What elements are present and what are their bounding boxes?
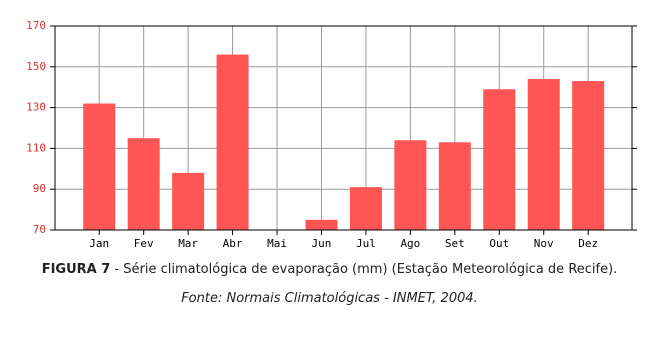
x-tick-label: Out <box>489 237 509 250</box>
bar <box>127 138 160 230</box>
plot-frame <box>54 25 633 231</box>
x-tick-label: Dez <box>578 237 598 250</box>
y-tick-label: 90 <box>33 182 46 195</box>
x-tick-label: Mai <box>267 237 287 250</box>
caption-label: FIGURA 7 <box>41 262 111 277</box>
bar <box>83 103 116 230</box>
source: Fonte: Normais Climatológicas - INMET, 2… <box>181 291 478 306</box>
y-tick-label: 110 <box>26 141 46 154</box>
bar <box>305 219 338 230</box>
x-tick-label: Mar <box>178 237 198 250</box>
caption-text: - Série climatológica de evaporação (mm)… <box>110 262 618 277</box>
x-tick-label: Set <box>445 237 465 250</box>
chart: 70 90 110 130 150 170 Jan Fev Mar Abr Mai Jun Jul Ago… <box>26 19 637 250</box>
x-tick-label: Nov <box>534 237 554 250</box>
x-tick-label: Jul <box>356 237 376 250</box>
bar <box>394 140 427 230</box>
caption: FIGURA 7 - Série climatológica de evapor… <box>0 262 659 277</box>
y-tick-label: 150 <box>26 60 46 73</box>
bar <box>438 142 471 230</box>
y-tick-label: 170 <box>26 19 46 32</box>
bar <box>483 89 516 231</box>
x-tick-label: Fev <box>134 237 154 250</box>
bar <box>572 81 605 230</box>
x-tick-label: Ago <box>400 237 420 250</box>
bar <box>172 172 205 230</box>
x-tick-label: Abr <box>223 237 243 250</box>
bar <box>349 187 382 230</box>
y-tick-label: 70 <box>33 223 46 236</box>
y-tick-label: 130 <box>26 101 46 114</box>
bar <box>527 79 560 230</box>
x-tick-label: Jun <box>312 237 332 250</box>
bar <box>216 54 249 231</box>
x-tick-label: Jan <box>89 237 109 250</box>
